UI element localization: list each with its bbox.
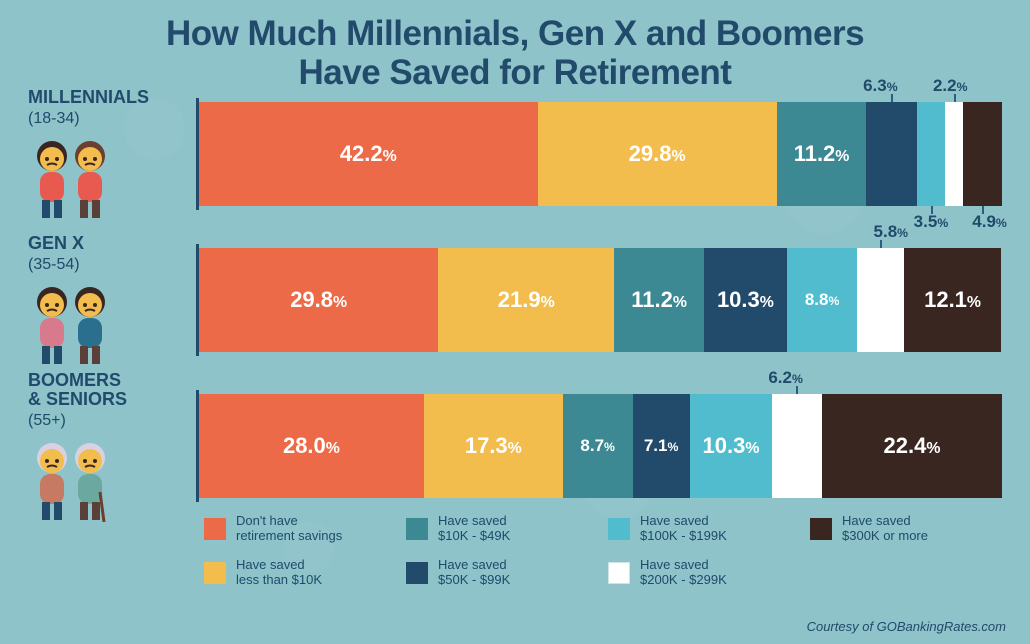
label-tick xyxy=(982,206,984,214)
legend-item: Don't haveretirement savings xyxy=(204,514,396,544)
bar-segment: 11.2% xyxy=(777,102,867,206)
segment-label: 11.2% xyxy=(631,287,687,313)
bar-segment: 21.9% xyxy=(438,248,614,352)
group-row: BOOMERS& SENIORS(55+) 6.2%28.0%17.3%8.7%… xyxy=(28,390,1002,502)
bar-segment: 28.0% xyxy=(199,394,424,498)
group-side: MILLENNIALS(18-34) xyxy=(28,98,196,210)
legend-item: Have saved$10K - $49K xyxy=(406,514,598,544)
segment-overlabel: 5.8% xyxy=(874,222,909,242)
bar-segment: 29.8% xyxy=(199,248,438,352)
chart-area: MILLENNIALS(18-34) 6.3%3.5%2.2%4.9%42.2%… xyxy=(28,98,1002,510)
legend-swatch xyxy=(406,518,428,540)
segment-overlabel: 6.2% xyxy=(768,368,803,388)
legend-label: Have saved$50K - $99K xyxy=(438,558,510,588)
bar-segment: 7.1% xyxy=(633,394,690,498)
legend-swatch xyxy=(810,518,832,540)
group-avatar xyxy=(28,134,188,220)
segment-label: 42.2% xyxy=(340,141,397,167)
segment-overlabel: 4.9% xyxy=(972,212,1007,232)
bar-segment: 11.2% xyxy=(614,248,704,352)
bar-segment xyxy=(963,102,1002,206)
segment-label: 12.1% xyxy=(924,287,981,313)
bar-segment xyxy=(772,394,822,498)
bar-segment xyxy=(917,102,945,206)
bar-segment: 42.2% xyxy=(199,102,538,206)
legend-swatch xyxy=(204,518,226,540)
legend-label: Have saved$10K - $49K xyxy=(438,514,510,544)
legend-item: Have saved$100K - $199K xyxy=(608,514,800,544)
segment-overlabel: 6.3% xyxy=(863,76,898,96)
segment-label: 21.9% xyxy=(498,287,555,313)
bar-segment: 8.8% xyxy=(787,248,858,352)
group-side: GEN X(35-54) xyxy=(28,244,196,356)
group-age: (35-54) xyxy=(28,256,188,274)
stacked-bar: 28.0% 17.3% 8.7% 7.1% 10.3% 22.4% xyxy=(199,394,1002,498)
group-name: BOOMERS& SENIORS xyxy=(28,371,188,411)
bar-segment: 8.7% xyxy=(563,394,633,498)
group-row: GEN X(35-54) 5.8%29.8%21.9%11.2%10.3%8.8… xyxy=(28,244,1002,356)
bar-segment: 22.4% xyxy=(822,394,1002,498)
segment-label: 17.3% xyxy=(465,433,522,459)
segment-label: 29.8% xyxy=(629,141,686,167)
bar-segment: 17.3% xyxy=(424,394,563,498)
legend-label: Have saved$100K - $199K xyxy=(640,514,727,544)
legend-swatch xyxy=(608,518,630,540)
legend-label: Have savedless than $10K xyxy=(236,558,322,588)
bar-wrap: 6.2%28.0%17.3%8.7%7.1%10.3%22.4% xyxy=(196,390,1002,502)
legend-swatch xyxy=(406,562,428,584)
page-title: How Much Millennials, Gen X and Boomers … xyxy=(28,14,1002,92)
label-tick xyxy=(954,94,956,102)
segment-overlabel: 2.2% xyxy=(933,76,968,96)
segment-label: 22.4% xyxy=(884,433,941,459)
label-tick xyxy=(891,94,893,102)
legend-item: Have savedless than $10K xyxy=(204,558,396,588)
bar-segment xyxy=(945,102,963,206)
legend-item: Have saved$200K - $299K xyxy=(608,558,800,588)
title-line2: Have Saved for Retirement xyxy=(299,53,732,92)
label-tick xyxy=(931,206,933,214)
group-name: MILLENNIALS xyxy=(28,88,188,108)
legend-swatch xyxy=(204,562,226,584)
segment-label: 8.7% xyxy=(580,436,615,456)
bar-wrap: 6.3%3.5%2.2%4.9%42.2%29.8%11.2% xyxy=(196,98,1002,210)
bar-segment: 10.3% xyxy=(704,248,787,352)
legend-item: Have saved$50K - $99K xyxy=(406,558,598,588)
legend-label: Have saved$300K or more xyxy=(842,514,928,544)
stacked-bar: 42.2% 29.8% 11.2% xyxy=(199,102,1002,206)
label-tick xyxy=(796,386,798,394)
group-side: BOOMERS& SENIORS(55+) xyxy=(28,390,196,502)
stacked-bar: 29.8% 21.9% 11.2% 10.3% 8.8% 12.1% xyxy=(199,248,1002,352)
bar-segment: 12.1% xyxy=(904,248,1001,352)
segment-label: 28.0% xyxy=(283,433,340,459)
bar-segment xyxy=(866,102,917,206)
segment-label: 10.3% xyxy=(717,287,774,313)
legend-swatch xyxy=(608,562,630,584)
legend: Don't haveretirement savings Have saved$1… xyxy=(204,514,1002,588)
bar-segment xyxy=(857,248,904,352)
segment-label: 8.8% xyxy=(805,290,840,310)
segment-label: 10.3% xyxy=(702,433,759,459)
group-age: (18-34) xyxy=(28,110,188,128)
group-avatar xyxy=(28,280,188,366)
bar-wrap: 5.8%29.8%21.9%11.2%10.3%8.8%12.1% xyxy=(196,244,1002,356)
legend-label: Don't haveretirement savings xyxy=(236,514,342,544)
label-tick xyxy=(880,240,882,248)
group-row: MILLENNIALS(18-34) 6.3%3.5%2.2%4.9%42.2%… xyxy=(28,98,1002,210)
segment-label: 29.8% xyxy=(290,287,347,313)
credit-text: Courtesy of GOBankingRates.com xyxy=(807,619,1006,634)
group-age: (55+) xyxy=(28,412,188,430)
group-name: GEN X xyxy=(28,234,188,254)
group-avatar xyxy=(28,436,188,522)
bar-segment: 29.8% xyxy=(538,102,777,206)
segment-overlabel: 3.5% xyxy=(914,212,949,232)
title-line1: How Much Millennials, Gen X and Boomers xyxy=(166,14,864,53)
segment-label: 11.2% xyxy=(794,141,850,167)
legend-label: Have saved$200K - $299K xyxy=(640,558,727,588)
legend-item: Have saved$300K or more xyxy=(810,514,1002,544)
segment-label: 7.1% xyxy=(644,436,679,456)
bar-segment: 10.3% xyxy=(690,394,773,498)
